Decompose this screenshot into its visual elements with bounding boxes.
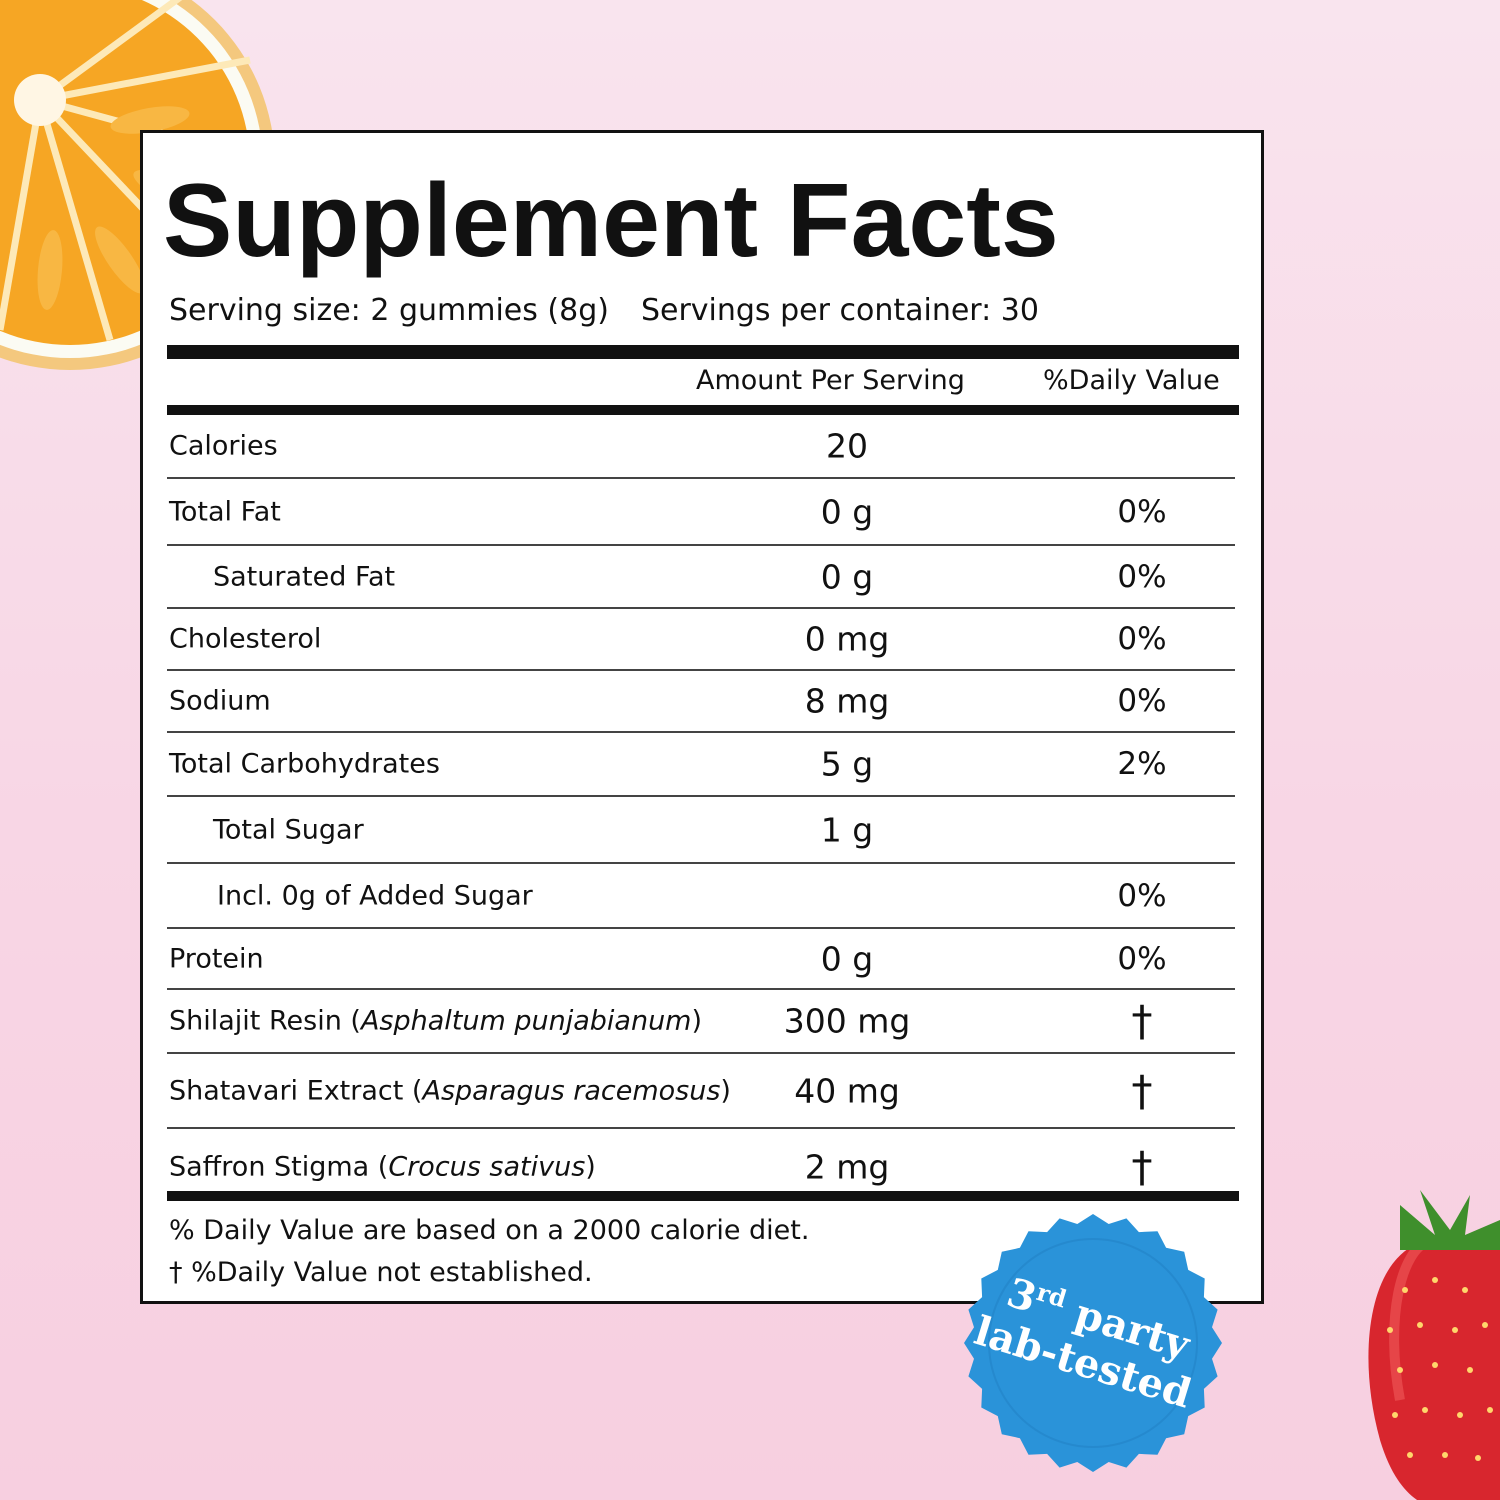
lab-tested-seal: 3rd party lab-tested — [964, 1214, 1222, 1472]
dagger-mark: † — [1131, 1142, 1153, 1192]
nutrient-amount: 8 mg — [804, 681, 890, 721]
serving-size: Serving size: 2 gummies (8g) — [169, 293, 609, 328]
nutrient-name: Total Fat — [169, 496, 281, 527]
table-row: Cholesterol 0 mg 0% — [167, 609, 1235, 671]
nutrient-amount: 2 mg — [804, 1147, 890, 1187]
strawberry-image — [1368, 1190, 1500, 1500]
nutrient-amount: 5 g — [820, 744, 874, 784]
table-row: Sodium 8 mg 0% — [167, 671, 1235, 733]
table-row: Saffron Stigma (Crocus sativus) 2 mg † — [167, 1129, 1235, 1205]
nutrient-amount: 40 mg — [794, 1071, 900, 1110]
nutrient-daily-value: 0% — [1117, 683, 1167, 719]
nutrient-amount: 0 g — [820, 939, 874, 978]
scientific-name: Asphaltum punjabianum — [360, 1005, 692, 1037]
nutrient-amount: 20 — [826, 426, 868, 466]
nutrient-name: Calories — [169, 430, 278, 462]
scientific-name: Crocus sativus — [388, 1151, 586, 1183]
nutrient-name: Shilajit Resin (Asphaltum punjabianum) — [169, 1005, 703, 1037]
table-row: Total Sugar 1 g — [167, 797, 1235, 864]
table-row: Protein 0 g 0% — [167, 929, 1235, 990]
column-header-amount: Amount Per Serving — [696, 365, 965, 396]
nutrient-amount: 0 g — [820, 557, 874, 596]
nutrient-name: Sodium — [169, 685, 271, 717]
supplement-facts-panel: Supplement Facts Serving size: 2 gummies… — [140, 130, 1264, 1304]
nutrient-name: Total Sugar — [213, 814, 364, 845]
table-row: Saturated Fat 0 g 0% — [167, 546, 1235, 609]
servings-per-container: Servings per container: 30 — [640, 293, 1039, 328]
nutrient-name: Shatavari Extract (Asparagus racemosus) — [169, 1075, 731, 1106]
serving-info: Serving size: 2 gummies (8g) Servings per… — [169, 293, 1039, 328]
nutrient-name: Cholesterol — [169, 623, 322, 655]
nutrient-daily-value: 0% — [1117, 940, 1167, 977]
scientific-name: Asparagus racemosus — [422, 1075, 721, 1106]
nutrient-amount: 300 mg — [783, 1001, 911, 1041]
table-row: Shilajit Resin (Asphaltum punjabianum) 3… — [167, 990, 1235, 1054]
panel-title: Supplement Facts — [163, 163, 1059, 279]
nutrient-name: Protein — [169, 943, 264, 974]
table-row: Total Carbohydrates 5 g 2% — [167, 733, 1235, 797]
nutrient-name: Saturated Fat — [213, 561, 396, 592]
nutrient-table: Calories 20 Total Fat 0 g 0% Saturated F… — [167, 415, 1235, 1205]
nutrient-daily-value: 0% — [1117, 877, 1167, 914]
column-header-daily-value: %Daily Value — [1043, 365, 1220, 396]
footnote-daily-value: % Daily Value are based on a 2000 calori… — [169, 1215, 810, 1246]
dagger-mark: † — [1131, 1066, 1153, 1115]
nutrient-daily-value: 2% — [1117, 746, 1167, 782]
table-row: Shatavari Extract (Asparagus racemosus) … — [167, 1054, 1235, 1129]
footnote-dagger: † %Daily Value not established. — [169, 1257, 593, 1288]
nutrient-amount: 1 g — [820, 810, 874, 849]
nutrient-amount: 0 g — [820, 492, 874, 531]
dagger-mark: † — [1131, 996, 1153, 1046]
nutrient-name: Total Carbohydrates — [169, 748, 440, 780]
nutrient-daily-value: 0% — [1117, 558, 1167, 595]
divider-thick — [167, 405, 1239, 415]
divider-thick — [167, 345, 1239, 359]
nutrient-amount: 0 mg — [804, 619, 890, 659]
table-row: Total Fat 0 g 0% — [167, 479, 1235, 546]
nutrient-daily-value: 0% — [1117, 621, 1167, 657]
nutrient-daily-value: 0% — [1117, 493, 1167, 530]
table-row: Incl. 0g of Added Sugar 0% — [167, 864, 1235, 929]
nutrient-name: Incl. 0g of Added Sugar — [217, 880, 533, 911]
nutrient-name: Saffron Stigma (Crocus sativus) — [169, 1151, 596, 1183]
table-row: Calories 20 — [167, 415, 1235, 479]
divider-thick — [167, 1191, 1239, 1201]
